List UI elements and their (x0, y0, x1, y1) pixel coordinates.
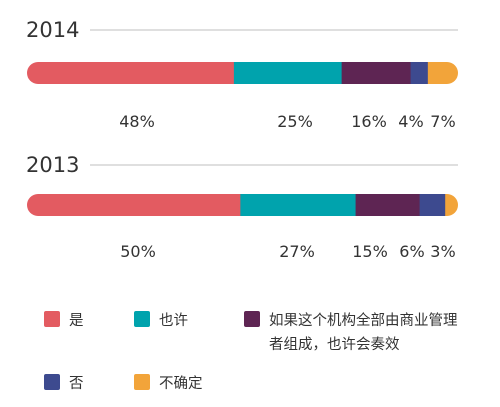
legend-swatch (44, 374, 60, 390)
bar-segment (27, 62, 235, 84)
bar-segment (355, 194, 421, 216)
data-label: 16% (351, 112, 387, 131)
data-label: 25% (277, 112, 313, 131)
data-label: 3% (430, 242, 455, 261)
data-label: 15% (352, 242, 388, 261)
legend-label: 如果这个机构全部由商业管理者组成，也许会奏效 (269, 313, 458, 353)
data-label: 27% (279, 242, 315, 261)
legend-label: 是 (69, 313, 84, 329)
legend-swatch (244, 311, 260, 327)
legend-item-yes: 是 (44, 309, 84, 333)
year-label: 2014 (26, 18, 79, 42)
bar-segment (341, 62, 412, 84)
bar-segment (27, 194, 241, 216)
year-label: 2013 (26, 153, 79, 177)
legend-item-conditional: 如果这个机构全部由商业管理者组成，也许会奏效 (244, 309, 469, 357)
bar-segment (240, 194, 357, 216)
data-label: 4% (398, 112, 423, 131)
bar-segment (410, 62, 429, 84)
legend-swatch (134, 311, 150, 327)
legend-item-maybe: 也许 (134, 309, 188, 333)
legend-item-no: 否 (44, 372, 269, 396)
legend-label: 不确定 (159, 376, 203, 392)
legend-label: 也许 (159, 313, 188, 329)
stacked-bar-2014 (27, 62, 458, 84)
legend-swatch (134, 374, 150, 390)
legend-label: 否 (69, 376, 84, 392)
bar-segment (233, 62, 343, 84)
legend-item-unsure: 不确定 (134, 372, 203, 396)
data-label: 50% (120, 242, 156, 261)
bar-segment (427, 62, 458, 84)
data-label: 6% (399, 242, 424, 261)
bar-segment (445, 194, 458, 216)
data-label: 48% (119, 112, 155, 131)
stacked-bar-2013 (27, 194, 458, 216)
bar-segment (419, 194, 446, 216)
legend-swatch (44, 311, 60, 327)
data-label: 7% (430, 112, 455, 131)
